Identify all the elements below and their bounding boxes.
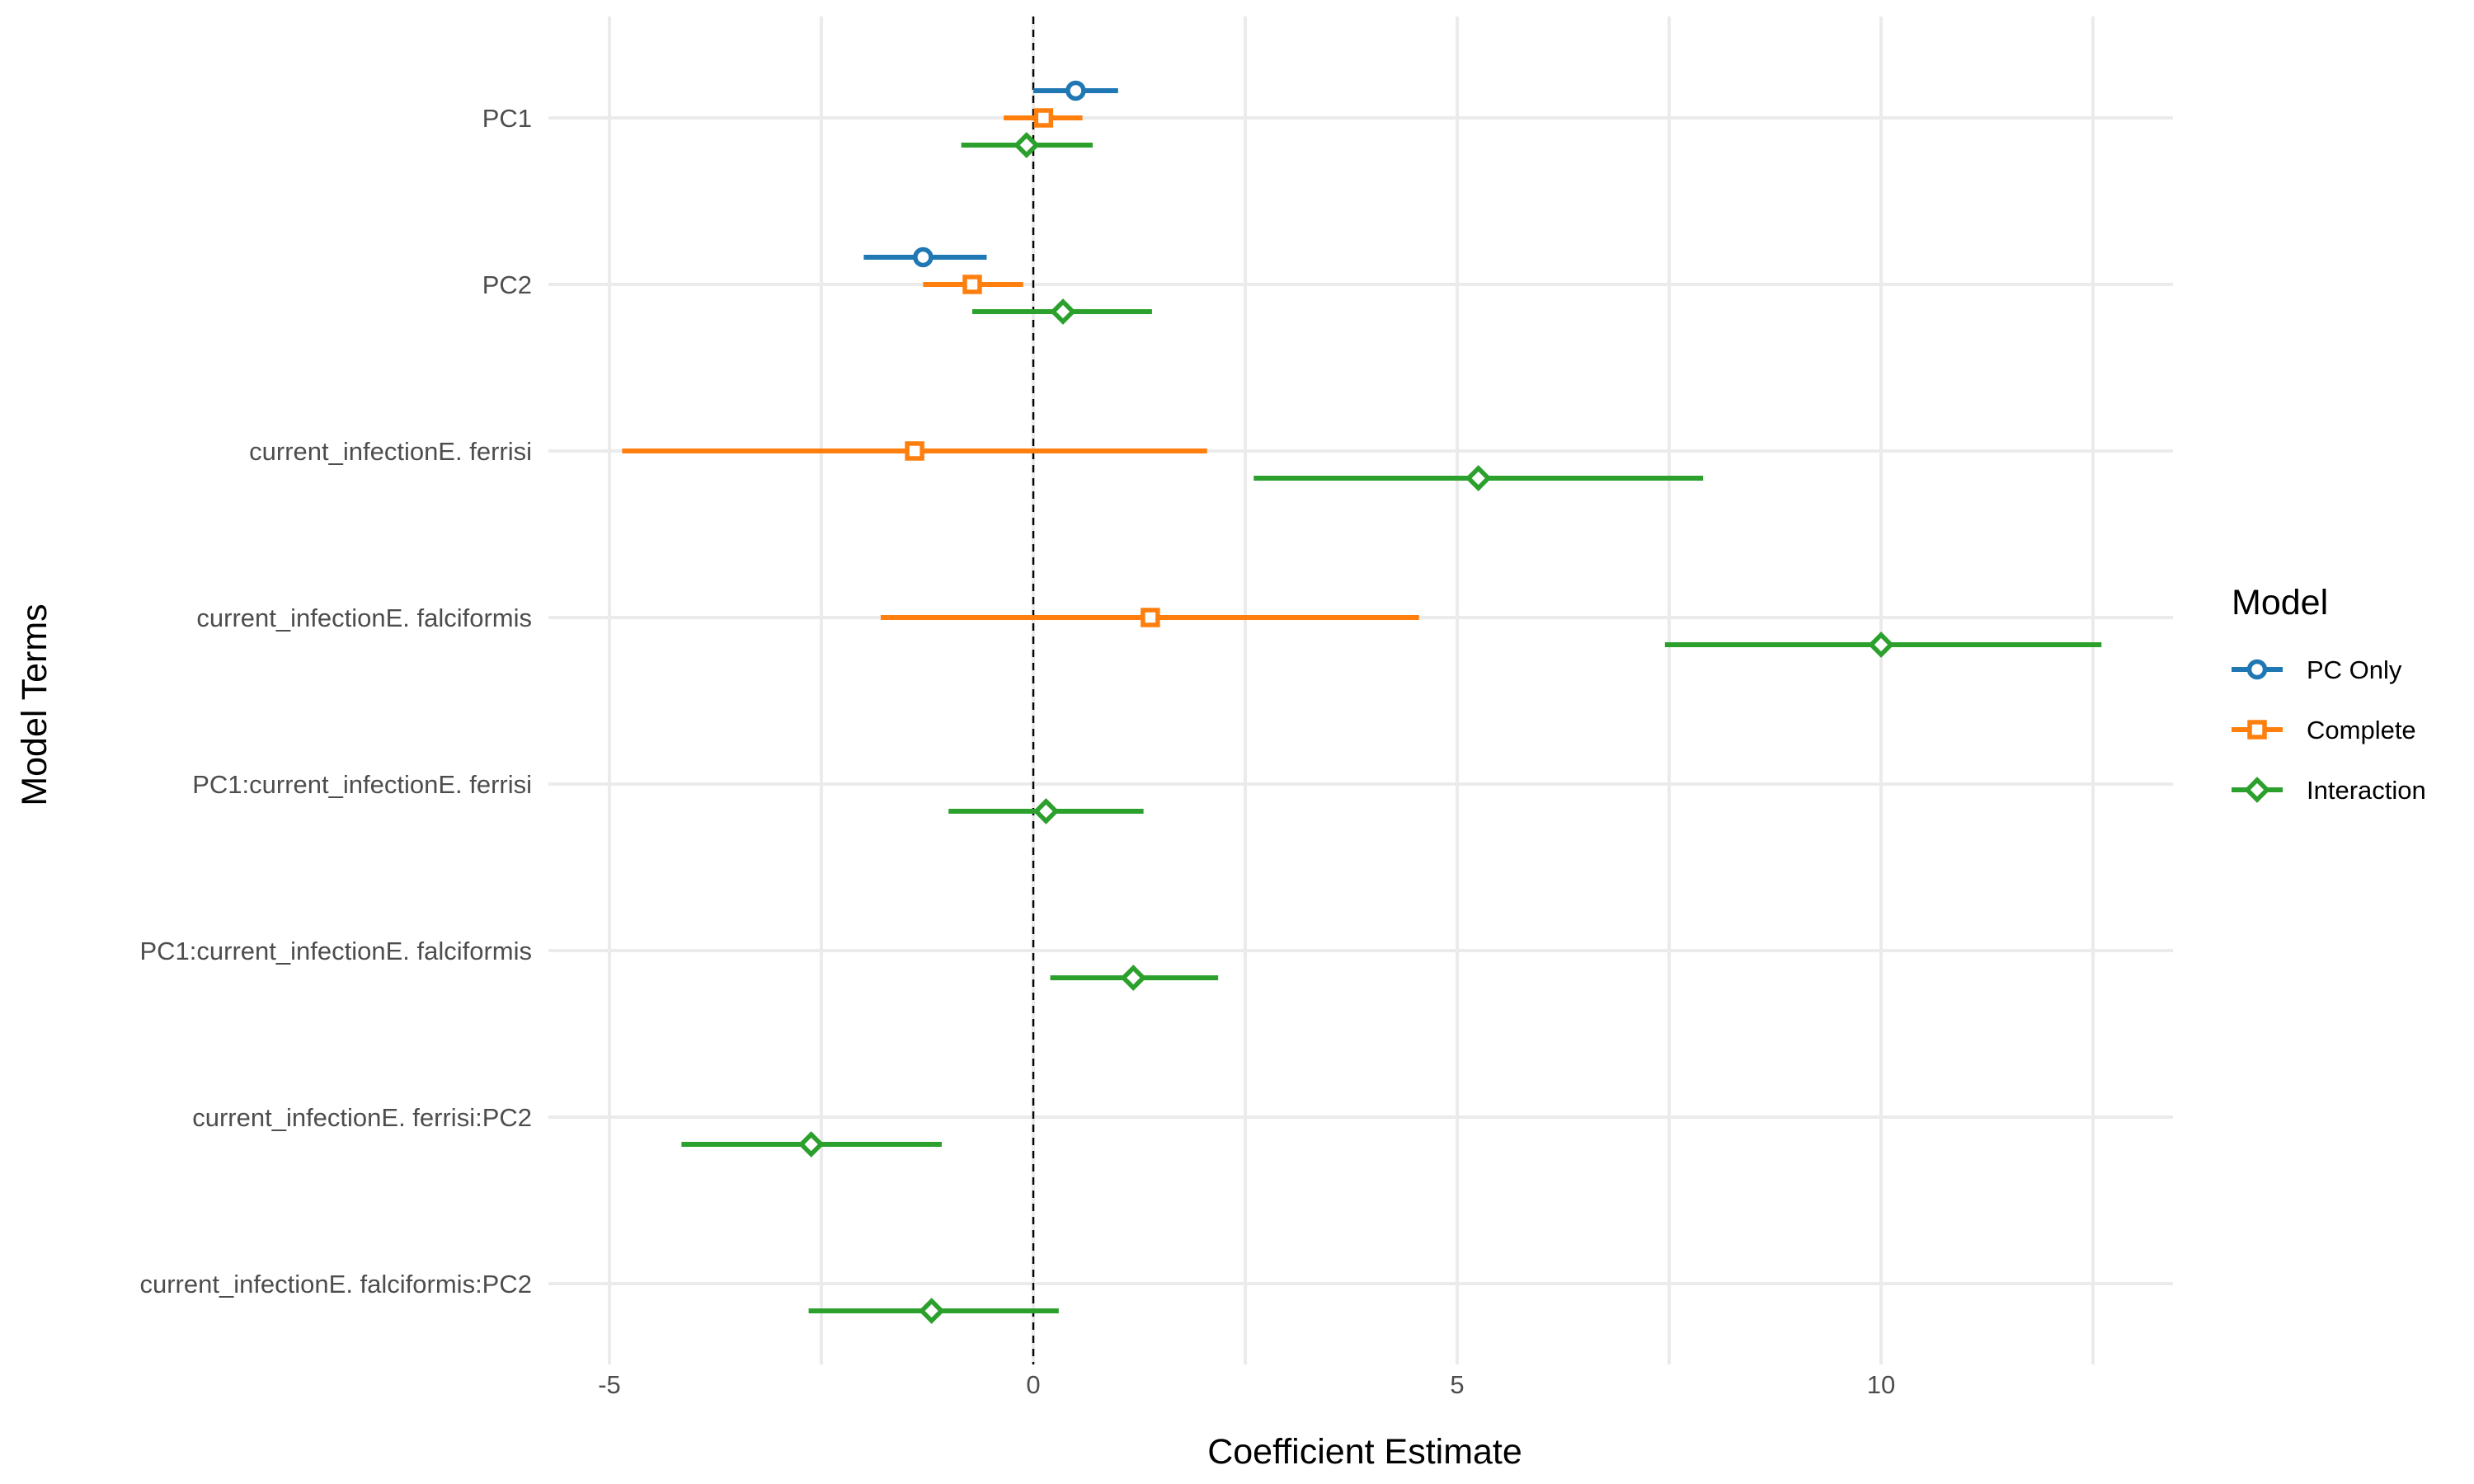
horizontal-gridlines (548, 116, 2173, 1285)
legend-label: Complete (2307, 716, 2416, 744)
estimate-point (1868, 632, 1894, 658)
legend-item: Interaction (2232, 776, 2426, 805)
y-tick-label: current_infectionE. ferrisi (249, 437, 532, 466)
y-tick-labels: PC1 PC2 current_infectionE. ferrisi current… (139, 104, 532, 1298)
legend-key-marker (2246, 659, 2268, 680)
estimate-point (962, 275, 982, 294)
y-axis-title: Model Terms (15, 603, 54, 805)
legend-key-marker (2244, 777, 2270, 803)
y-tick-label: current_infectionE. ferrisi:PC2 (192, 1103, 532, 1132)
estimate-point (913, 247, 934, 268)
estimate-point (905, 441, 924, 461)
estimate-point (1141, 608, 1160, 627)
x-tick-label: 5 (1450, 1370, 1464, 1399)
legend-item: PC Only (2232, 655, 2402, 684)
legend-key-marker (2247, 720, 2267, 740)
estimate-point (1033, 108, 1054, 128)
y-tick-label: PC1 (482, 104, 532, 133)
legend-label: Interaction (2307, 776, 2426, 805)
estimate-point (797, 1131, 825, 1158)
estimate-point (1120, 965, 1147, 991)
x-axis-title: Coefficient Estimate (1207, 1432, 1522, 1472)
y-tick-label: current_infectionE. falciformis (196, 603, 532, 632)
estimate-point (1032, 798, 1060, 824)
estimate-markers (797, 80, 1894, 1324)
estimate-point (918, 1298, 945, 1324)
y-tick-label: PC1:current_infectionE. falciformis (139, 937, 532, 965)
x-tick-labels: -5 0 5 10 (598, 1370, 1895, 1399)
estimate-point (1050, 298, 1076, 325)
y-tick-label: current_infectionE. falciformis:PC2 (139, 1270, 532, 1298)
vertical-gridlines (608, 16, 2095, 1364)
y-tick-label: PC1:current_infectionE. ferrisi (192, 770, 532, 799)
x-tick-label: -5 (598, 1370, 621, 1399)
y-tick-label: PC2 (482, 270, 532, 299)
estimate-point (1465, 465, 1492, 491)
legend-label: PC Only (2307, 655, 2402, 684)
estimate-point (1065, 80, 1086, 101)
legend-title: Model (2232, 583, 2328, 622)
estimate-point (1013, 132, 1040, 158)
legend: Model PC Only Complete Interaction (2232, 583, 2426, 805)
x-tick-label: 10 (1867, 1370, 1895, 1399)
legend-item: Complete (2232, 716, 2416, 744)
x-tick-label: 0 (1026, 1370, 1040, 1399)
